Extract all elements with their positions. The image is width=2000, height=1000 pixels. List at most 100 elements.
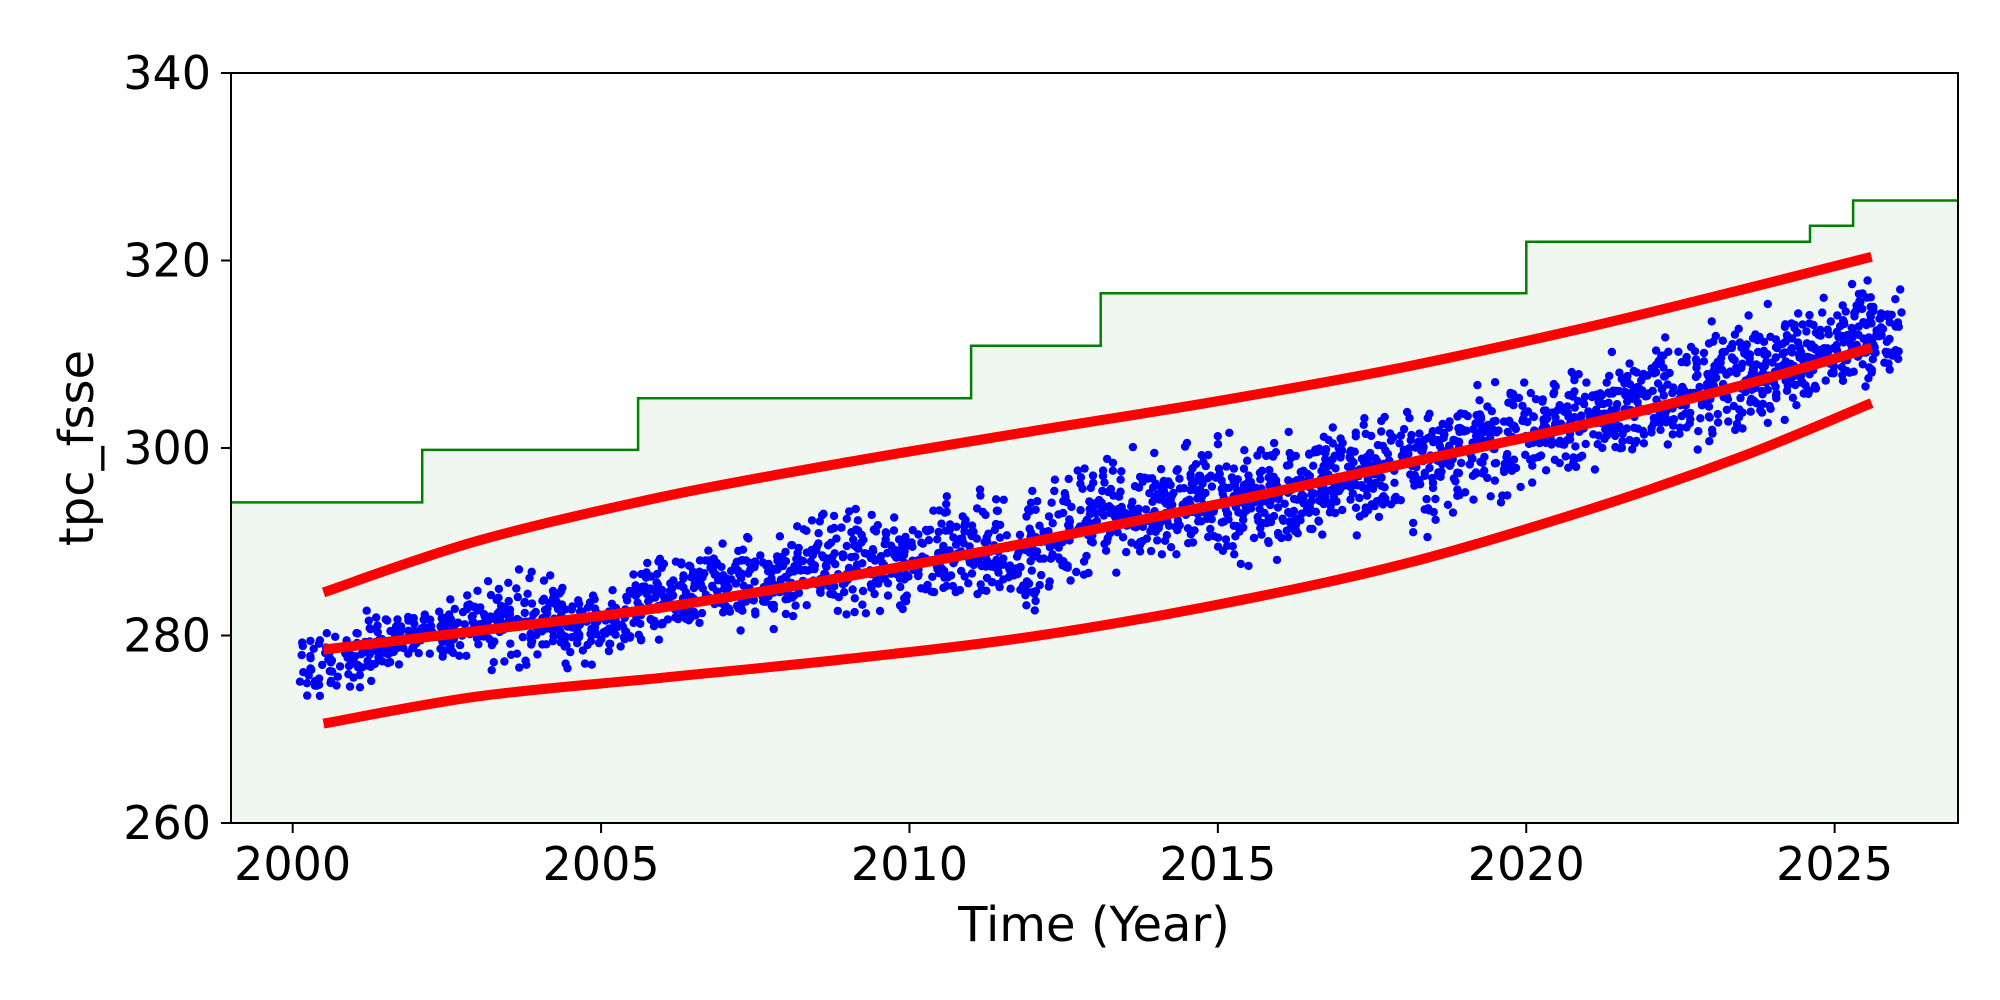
scatter-point — [1651, 346, 1661, 355]
scatter-point — [1496, 498, 1506, 507]
scatter-point — [857, 538, 866, 547]
scatter-point — [881, 528, 890, 537]
scatter-point — [756, 551, 765, 560]
scatter-point — [1829, 343, 1838, 353]
scatter-point — [1780, 322, 1790, 332]
scatter-point — [982, 586, 991, 595]
scatter-point — [1033, 497, 1042, 506]
scatter-point — [298, 638, 307, 647]
scatter-point — [1213, 432, 1223, 441]
scatter-point — [1502, 452, 1511, 462]
scatter-point — [1890, 320, 1900, 330]
scatter-point — [494, 607, 504, 617]
scatter-point — [1494, 426, 1503, 435]
scatter-point — [1415, 429, 1424, 438]
scatter-point — [783, 594, 793, 604]
scatter-point — [435, 607, 444, 616]
scatter-point — [866, 580, 876, 589]
scatter-point — [951, 588, 960, 597]
scatter-point — [1355, 493, 1364, 503]
scatter-point — [1257, 530, 1266, 539]
scatter-point — [1681, 409, 1690, 418]
scatter-point — [1006, 584, 1015, 593]
scatter-point — [1760, 362, 1769, 371]
scatter-point — [450, 604, 459, 614]
scatter-point — [880, 540, 889, 549]
scatter-point — [1059, 496, 1068, 506]
scatter-point — [1236, 559, 1246, 569]
scatter-point — [602, 626, 611, 636]
scatter-point — [1598, 443, 1607, 453]
scatter-point — [1871, 348, 1880, 357]
scatter-point — [1188, 538, 1198, 547]
scatter-point — [937, 519, 946, 528]
scatter-point — [1805, 310, 1814, 320]
scatter-point — [1449, 474, 1459, 483]
scatter-point — [792, 554, 801, 563]
scatter-point — [751, 607, 760, 616]
scatter-point — [1516, 482, 1525, 492]
scatter-point — [1774, 362, 1784, 372]
scatter-point — [802, 601, 811, 610]
scatter-point — [1891, 295, 1900, 304]
scatter-point — [1431, 515, 1440, 524]
scatter-point — [1753, 347, 1763, 357]
scatter-point — [1269, 438, 1279, 448]
scatter-point — [1570, 413, 1579, 422]
scatter-point — [1346, 448, 1355, 457]
scatter-point — [1832, 327, 1842, 337]
scatter-point — [698, 584, 707, 593]
scatter-point — [1872, 330, 1881, 339]
scatter-point — [1842, 366, 1851, 375]
scatter-point — [1254, 516, 1263, 526]
scatter-point — [845, 507, 854, 516]
scatter-point — [1066, 576, 1075, 585]
scatter-point — [972, 534, 981, 543]
scatter-point — [1291, 451, 1301, 461]
scatter-point — [1328, 455, 1337, 464]
scatter-point — [769, 600, 778, 610]
scatter-point — [447, 647, 457, 656]
scatter-point — [1471, 419, 1480, 428]
scatter-point — [1262, 451, 1271, 461]
scatter-point — [1173, 516, 1183, 525]
scatter-point — [978, 507, 987, 517]
scatter-point — [1792, 401, 1801, 410]
scatter-point — [1091, 509, 1101, 518]
scatter-point — [1771, 382, 1780, 391]
scatter-point — [315, 691, 325, 701]
scatter-point — [1819, 293, 1828, 302]
scatter-point — [1897, 308, 1906, 317]
scatter-point — [1305, 449, 1314, 458]
scatter-point — [1581, 439, 1590, 449]
scatter-point — [1633, 382, 1642, 392]
scatter-point — [1732, 419, 1742, 428]
scatter-point — [1221, 535, 1231, 544]
scatter-point — [1186, 485, 1195, 495]
scatter-point — [500, 657, 509, 666]
scatter-point — [1699, 357, 1709, 366]
scatter-point — [1563, 408, 1573, 417]
scatter-point — [810, 561, 820, 570]
scatter-point — [1264, 537, 1273, 546]
scatter-point — [351, 652, 360, 661]
scatter-point — [1802, 327, 1811, 336]
scatter-point — [1380, 483, 1389, 492]
scatter-point — [957, 566, 966, 576]
scatter-point — [1469, 495, 1478, 504]
scatter-point — [850, 594, 859, 603]
scatter-point — [1663, 440, 1673, 449]
trend-line-lower — [322, 398, 1874, 729]
scatter-point — [1541, 466, 1551, 475]
scatter-point — [1454, 468, 1464, 478]
scatter-point — [1407, 430, 1416, 440]
scatter-point — [1575, 453, 1584, 462]
scatter-point — [1453, 491, 1462, 500]
scatter-point — [726, 566, 736, 576]
scatter-point — [1668, 388, 1677, 398]
scatter-point — [378, 647, 388, 656]
scatter-point — [1314, 517, 1324, 526]
scatter-point — [1113, 528, 1122, 537]
scatter-point — [833, 606, 842, 616]
scatter-point — [1241, 502, 1251, 512]
